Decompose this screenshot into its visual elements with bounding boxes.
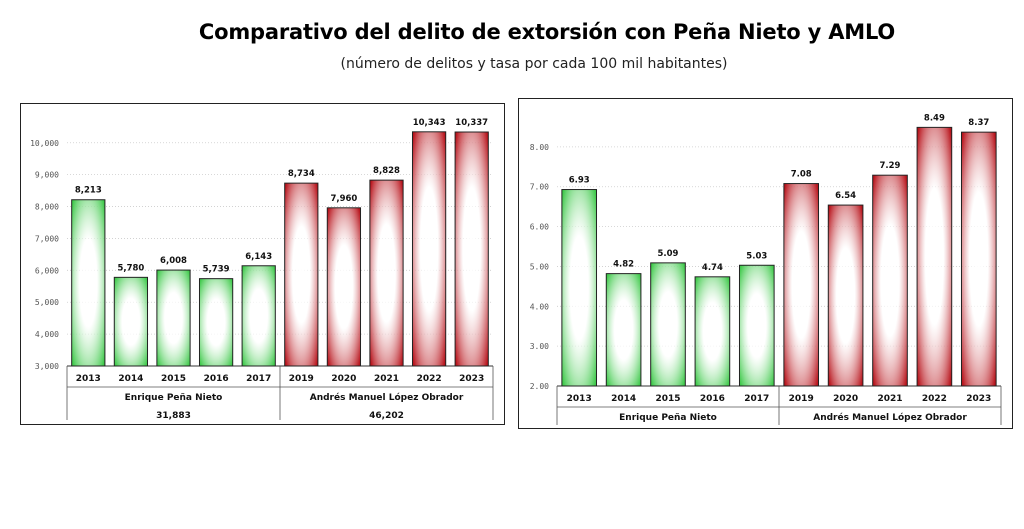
bar-2022 (411, 131, 447, 367)
data-label: 4.82 (613, 260, 634, 270)
data-label: 5.09 (658, 249, 679, 259)
x-tick-label: 2022 (417, 374, 442, 384)
chart-panel-count: 3,000 4,000 5,000 6,000 7,000 8,000 9,000 10,00… (20, 103, 505, 425)
bar-2013 (561, 189, 598, 387)
data-label: 5,739 (203, 265, 230, 275)
group-label: Andrés Manuel López Obrador (813, 412, 967, 423)
x-tick-label: 2017 (246, 374, 271, 384)
chart-title: Comparativo del delito de extorsión con … (198, 20, 896, 44)
x-tick-label: 2020 (331, 374, 356, 384)
rate-chart-svg: 2.00 3.00 4.00 5.00 6.00 7.00 8.00 6.93 2013 4.82… (530, 113, 1002, 425)
group-total: 46,202 (369, 411, 404, 421)
data-label: 8.49 (924, 113, 945, 123)
bar-2023 (960, 131, 997, 387)
bar-2015 (156, 269, 191, 367)
bar-2020 (827, 204, 864, 387)
chart-subtitle: (número de delitos y tasa por cada 100 m… (340, 56, 728, 72)
x-tick-label: 2023 (966, 394, 991, 404)
x-tick-label: 2014 (118, 374, 143, 384)
data-label: 4.74 (702, 263, 723, 273)
data-label: 6.93 (569, 176, 590, 186)
x-tick-label: 2019 (789, 394, 814, 404)
bar-2014 (605, 273, 642, 387)
group-label: Enrique Peña Nieto (125, 393, 223, 403)
x-tick-label: 2016 (204, 374, 229, 384)
count-chart-svg: 3,000 4,000 5,000 6,000 7,000 8,000 9,000 10,00… (30, 118, 494, 421)
bar-2017 (738, 264, 775, 387)
y-tick-label: 3,000 (35, 362, 59, 371)
y-tick-label: 2.00 (530, 382, 549, 391)
y-tick-label: 5.00 (530, 262, 549, 271)
data-label: 5.03 (746, 251, 767, 261)
x-tick-label: 2015 (161, 374, 186, 384)
x-tick-label: 2013 (76, 374, 101, 384)
y-tick-label: 7.00 (530, 183, 549, 192)
y-tick-label: 6.00 (530, 223, 549, 232)
data-label: 8.37 (968, 118, 989, 128)
bar-2022 (916, 126, 953, 387)
y-tick-label: 10,000 (30, 139, 59, 148)
data-label: 6,143 (245, 252, 272, 262)
data-label: 6.54 (835, 191, 856, 201)
data-label: 10,343 (413, 118, 446, 128)
bar-2019 (284, 182, 319, 367)
group-total: 31,883 (156, 411, 191, 421)
chart-panel-rate: 2.00 3.00 4.00 5.00 6.00 7.00 8.00 6.93 2013 4.82… (518, 98, 1013, 429)
data-label: 7,960 (330, 194, 357, 204)
bar-2015 (650, 262, 686, 387)
y-tick-label: 4.00 (530, 302, 549, 311)
y-tick-label: 3.00 (530, 342, 549, 351)
bar-2014 (113, 276, 149, 367)
bar-2020 (326, 207, 362, 367)
x-tick-label: 2015 (655, 394, 680, 404)
group-label: Andrés Manuel López Obrador (310, 392, 464, 403)
y-tick-label: 8.00 (530, 143, 549, 152)
data-label: 10,337 (455, 118, 488, 128)
bar-2016 (198, 278, 234, 367)
y-tick-label: 8,000 (35, 203, 59, 212)
x-tick-label: 2013 (567, 394, 592, 404)
x-tick-label: 2014 (611, 394, 636, 404)
y-tick-label: 5,000 (35, 298, 59, 307)
data-label: 6,008 (160, 256, 187, 266)
bar-2019 (783, 183, 820, 387)
x-tick-label: 2016 (700, 394, 725, 404)
bar-2021 (872, 174, 908, 387)
data-label: 8,734 (288, 169, 315, 179)
y-tick-label: 9,000 (35, 171, 59, 180)
x-tick-label: 2021 (877, 394, 902, 404)
x-tick-label: 2023 (459, 374, 484, 384)
y-tick-label: 7,000 (35, 234, 59, 243)
y-tick-label: 6,000 (35, 266, 59, 275)
bar-2023 (454, 131, 489, 367)
data-label: 8,213 (75, 186, 102, 196)
data-label: 5,780 (117, 263, 144, 273)
x-tick-label: 2017 (744, 394, 769, 404)
bar-2016 (694, 276, 731, 387)
x-tick-label: 2021 (374, 374, 399, 384)
bar-2017 (241, 265, 276, 367)
data-label: 7.08 (791, 170, 812, 180)
data-label: 8,828 (373, 166, 400, 176)
x-tick-label: 2022 (922, 394, 947, 404)
y-tick-label: 4,000 (35, 330, 59, 339)
x-tick-label: 2019 (289, 374, 314, 384)
bar-2021 (369, 179, 404, 367)
x-tick-label: 2020 (833, 394, 858, 404)
group-label: Enrique Peña Nieto (619, 413, 717, 423)
bar-2013 (71, 199, 106, 367)
data-label: 7.29 (880, 161, 901, 171)
